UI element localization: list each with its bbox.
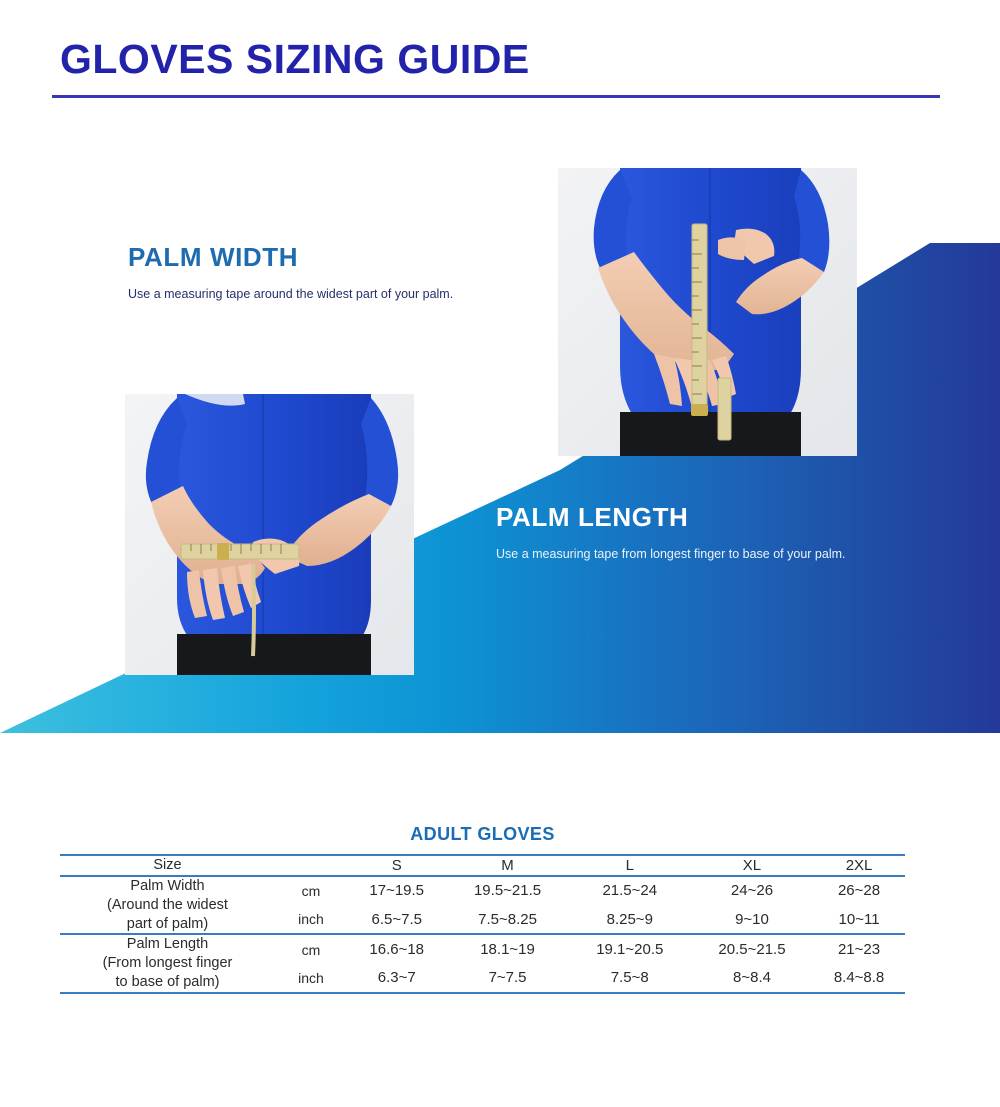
- page-title: GLOVES SIZING GUIDE: [60, 36, 530, 82]
- value-cell: 7.5~8: [610, 969, 649, 987]
- value-cell: 7~7.5: [488, 969, 527, 987]
- row-label-line: to base of palm): [115, 974, 220, 991]
- unit-cell-inch: inch: [298, 969, 324, 986]
- value-cell: 6.5~7.5: [371, 910, 422, 928]
- unit-cell-cm: cm: [301, 941, 321, 958]
- row-label-line: part of palm): [126, 915, 209, 932]
- header-cell-m: M: [501, 856, 514, 874]
- value-cell: 17~19.5: [369, 882, 425, 900]
- unit-cell-inch: inch: [298, 911, 324, 928]
- table-title: ADULT GLOVES: [410, 824, 555, 844]
- header-cell-s: S: [391, 856, 402, 874]
- value-cell: 20.5~21.5: [718, 941, 786, 958]
- value-cell: 8.25~9: [606, 910, 653, 928]
- value-cell: 24~26: [730, 882, 774, 900]
- section-palm-width: PALM WIDTH Use a measuring tape around t…: [128, 242, 548, 304]
- value-cell: 10~11: [838, 910, 880, 928]
- value-cell: 19.1~20.5: [596, 941, 664, 958]
- value-cell: 7.5~8.25: [478, 910, 537, 928]
- row-label-line: (From longest finger: [102, 955, 233, 972]
- unit-cell-cm: cm: [301, 882, 321, 899]
- value-cell: 8~8.4: [733, 969, 771, 987]
- row-label-palm-length: Palm Length (From longest finger to base…: [60, 934, 275, 993]
- value-cell: 18.1~19: [480, 941, 535, 958]
- palm-length-description: Use a measuring tape from longest finger…: [496, 546, 846, 561]
- header-cell-2xl: 2XL: [845, 856, 873, 874]
- value-cell: 21.5~24: [602, 882, 658, 900]
- row-label-line: Palm Length: [126, 936, 209, 953]
- table-row: inch 6.3~7 7~7.5 7.5~8 8~8.4 8.4~8.8: [60, 964, 905, 993]
- palm-length-photo: [558, 168, 857, 456]
- palm-width-description: Use a measuring tape around the widest p…: [128, 286, 454, 301]
- value-cell: 9~10: [735, 910, 769, 928]
- header-cell-size: Size: [153, 857, 182, 873]
- header-cell-xl: XL: [742, 856, 762, 874]
- sizing-table-section: ADULT GLOVES Size S M L XL 2XL Palm Widt…: [60, 824, 905, 994]
- row-label-palm-width: Palm Width (Around the widest part of pa…: [60, 876, 275, 935]
- value-cell: 26~28: [837, 882, 881, 900]
- table-row: Palm Length (From longest finger to base…: [60, 934, 905, 990]
- section-palm-length: PALM LENGTH Use a measuring tape from lo…: [496, 502, 876, 564]
- title-divider: [52, 95, 940, 98]
- table-row: Palm Width (Around the widest part of pa…: [60, 876, 905, 932]
- palm-width-heading: PALM WIDTH: [128, 242, 299, 272]
- row-label-line: Palm Width: [130, 877, 205, 894]
- value-cell: 6.3~7: [377, 969, 416, 987]
- row-label-line: (Around the widest: [107, 896, 228, 913]
- table-row: inch 6.5~7.5 7.5~8.25 8.25~9 9~10 10~11: [60, 905, 905, 935]
- value-cell: 19.5~21.5: [473, 882, 542, 900]
- table-header-row: Size S M L XL 2XL: [60, 855, 905, 876]
- sizing-table: Size S M L XL 2XL Palm Width (Around the…: [60, 854, 905, 994]
- value-cell: 16.6~18: [369, 941, 425, 958]
- value-cell: 8.4~8.8: [833, 969, 885, 987]
- value-cell: 21~23: [837, 941, 881, 958]
- palm-width-photo: [125, 394, 414, 675]
- palm-length-heading: PALM LENGTH: [496, 502, 689, 532]
- header-cell-unit: [275, 855, 347, 876]
- header-cell-l: L: [625, 856, 634, 874]
